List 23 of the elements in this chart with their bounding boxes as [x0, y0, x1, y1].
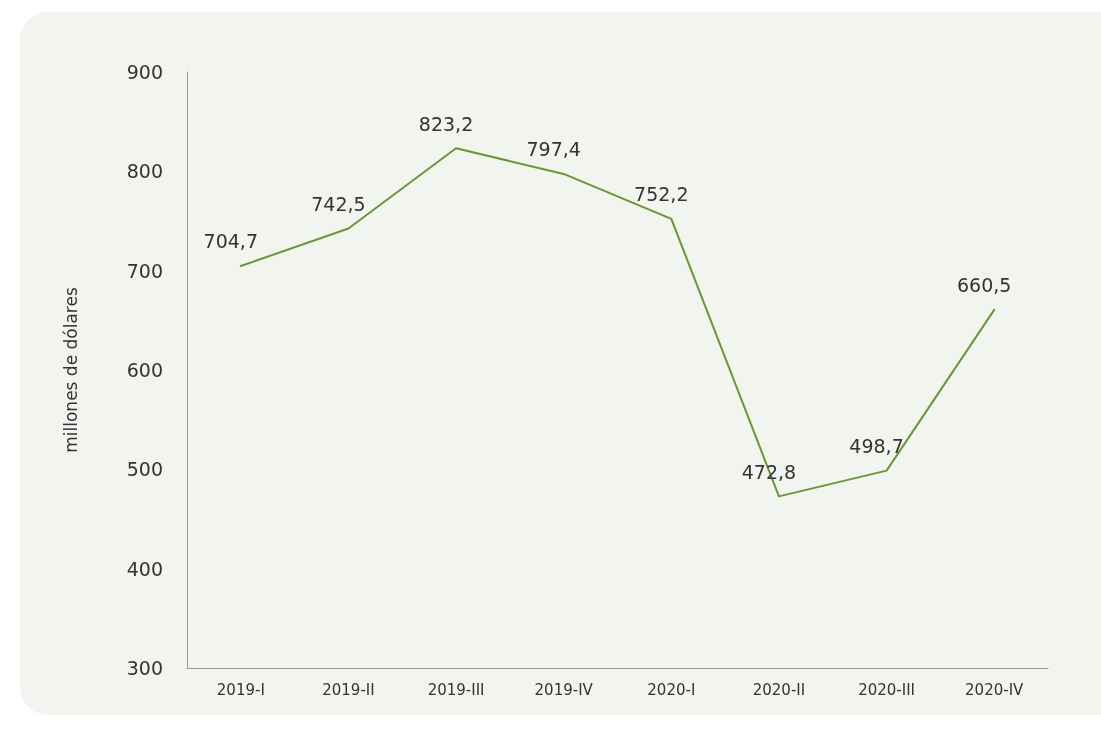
data-label: 498,7 [849, 435, 904, 458]
x-tick-label: 2020-IV [965, 680, 1025, 699]
data-label: 797,4 [526, 138, 581, 161]
x-tick-label: 2019-IV [534, 680, 594, 699]
data-label: 660,5 [956, 274, 1012, 297]
data-label: 704,7 [203, 230, 259, 253]
x-tick-label: 2020-I [647, 680, 696, 699]
y-tick-label: 300 [126, 657, 163, 679]
x-tick-label: 2019-II [322, 680, 375, 699]
y-tick-label: 500 [126, 458, 163, 481]
y-tick-label: 900 [126, 61, 163, 83]
x-tick-label: 2019-III [427, 680, 485, 699]
data-label: 742,5 [311, 192, 366, 215]
x-tick-label: 2019-I [216, 680, 265, 699]
data-label: 752,2 [634, 183, 689, 206]
x-tick-label: 2020-II [752, 680, 806, 699]
y-axis-title: millones de dólares [60, 287, 81, 453]
y-tick-label: 800 [126, 160, 163, 183]
x-tick-label: 2020-III [858, 680, 915, 699]
y-tick-label: 600 [126, 359, 163, 381]
y-tick-label: 700 [126, 259, 163, 282]
y-tick-label: 400 [126, 557, 163, 580]
data-label: 823,2 [418, 112, 474, 135]
